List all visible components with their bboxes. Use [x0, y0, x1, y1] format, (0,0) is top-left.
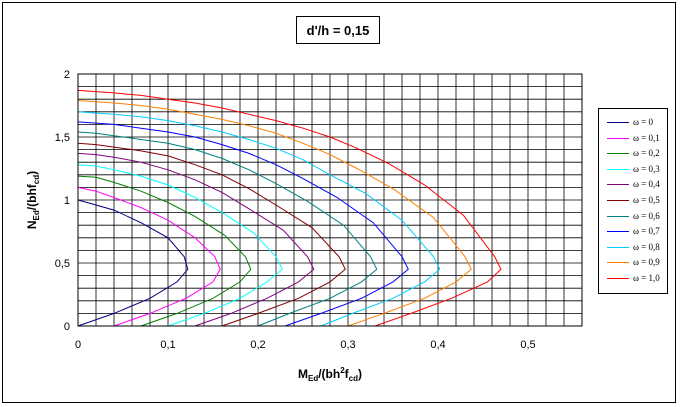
- legend-swatch: [607, 278, 629, 279]
- series-line-4: [77, 152, 315, 327]
- legend-item: ω = 0,4: [599, 178, 669, 191]
- legend-item: ω = 0,8: [599, 241, 669, 254]
- legend-item: ω = 0,9: [599, 256, 669, 269]
- x-tick-label: 0,3: [340, 339, 355, 351]
- legend-item: ω = 0,3: [599, 163, 669, 176]
- y-axis-title: NEd/(bhfcd): [25, 171, 41, 229]
- legend-swatch: [607, 137, 629, 139]
- legend-item: ω = 1,0: [599, 272, 669, 285]
- series-line-5: [77, 142, 346, 327]
- y-tick-label: 0: [64, 321, 70, 333]
- legend-label: ω = 0,4: [633, 179, 660, 190]
- legend-swatch: [607, 168, 629, 170]
- legend-item: ω = 0,6: [599, 210, 669, 223]
- legend-item: ω = 0,5: [599, 194, 669, 207]
- series-line-3: [77, 164, 283, 327]
- y-tick-label: 0,5: [55, 258, 70, 270]
- x-tick-label: 0,1: [160, 339, 175, 351]
- series-line-1: [77, 186, 221, 327]
- legend-label: ω = 0: [633, 117, 653, 127]
- legend-swatch: [607, 215, 629, 217]
- series-line-10: [77, 89, 502, 327]
- x-tick-label: 0,5: [520, 339, 535, 351]
- series-line-8: [77, 111, 441, 327]
- legend-item: ω = 0,2: [599, 147, 669, 160]
- legend-label: ω = 0,3: [633, 163, 660, 174]
- legend-swatch: [607, 262, 629, 264]
- legend-item: ω = 0,7: [599, 225, 669, 238]
- legend-label: ω = 0,2: [633, 148, 660, 159]
- y-tick-label: 2: [64, 69, 70, 81]
- series-line-0: [77, 199, 189, 327]
- y-tick-label: 1,5: [55, 132, 70, 144]
- legend-label: ω = 0,5: [633, 195, 660, 205]
- legend-label: ω = 0,6: [633, 210, 660, 221]
- legend-label: ω = 0,1: [633, 132, 660, 143]
- plot-border: [77, 73, 583, 327]
- legend-swatch: [607, 184, 629, 186]
- x-tick-label: 0: [75, 339, 81, 351]
- series-line-6: [77, 131, 378, 327]
- legend-swatch: [607, 231, 629, 233]
- y-tick-label: 1: [64, 195, 70, 207]
- series-line-9: [77, 100, 472, 327]
- legend-item: ω = 0,1: [599, 132, 669, 145]
- x-tick-label: 0,2: [250, 339, 265, 351]
- legend-label: ω = 1,0: [633, 273, 660, 283]
- series-line-7: [77, 121, 409, 327]
- legend-label: ω = 0,9: [633, 257, 660, 268]
- chart-title: d'/h = 0,15: [296, 16, 380, 44]
- legend-item: ω = 0: [599, 116, 669, 129]
- x-tick-label: 0,4: [430, 339, 445, 351]
- legend-label: ω = 0,8: [633, 241, 660, 252]
- legend: ω = 0 ω = 0,1 ω = 0,2 ω = 0,3 ω = 0,4 ω = 0,5…: [598, 108, 668, 294]
- legend-label: ω = 0,7: [633, 226, 660, 237]
- legend-swatch: [607, 153, 629, 155]
- legend-swatch: [607, 122, 629, 123]
- x-axis-title: MEd/(bh2fcd): [298, 366, 362, 383]
- legend-swatch: [607, 200, 629, 201]
- series-line-2: [77, 175, 252, 327]
- legend-swatch: [607, 246, 629, 248]
